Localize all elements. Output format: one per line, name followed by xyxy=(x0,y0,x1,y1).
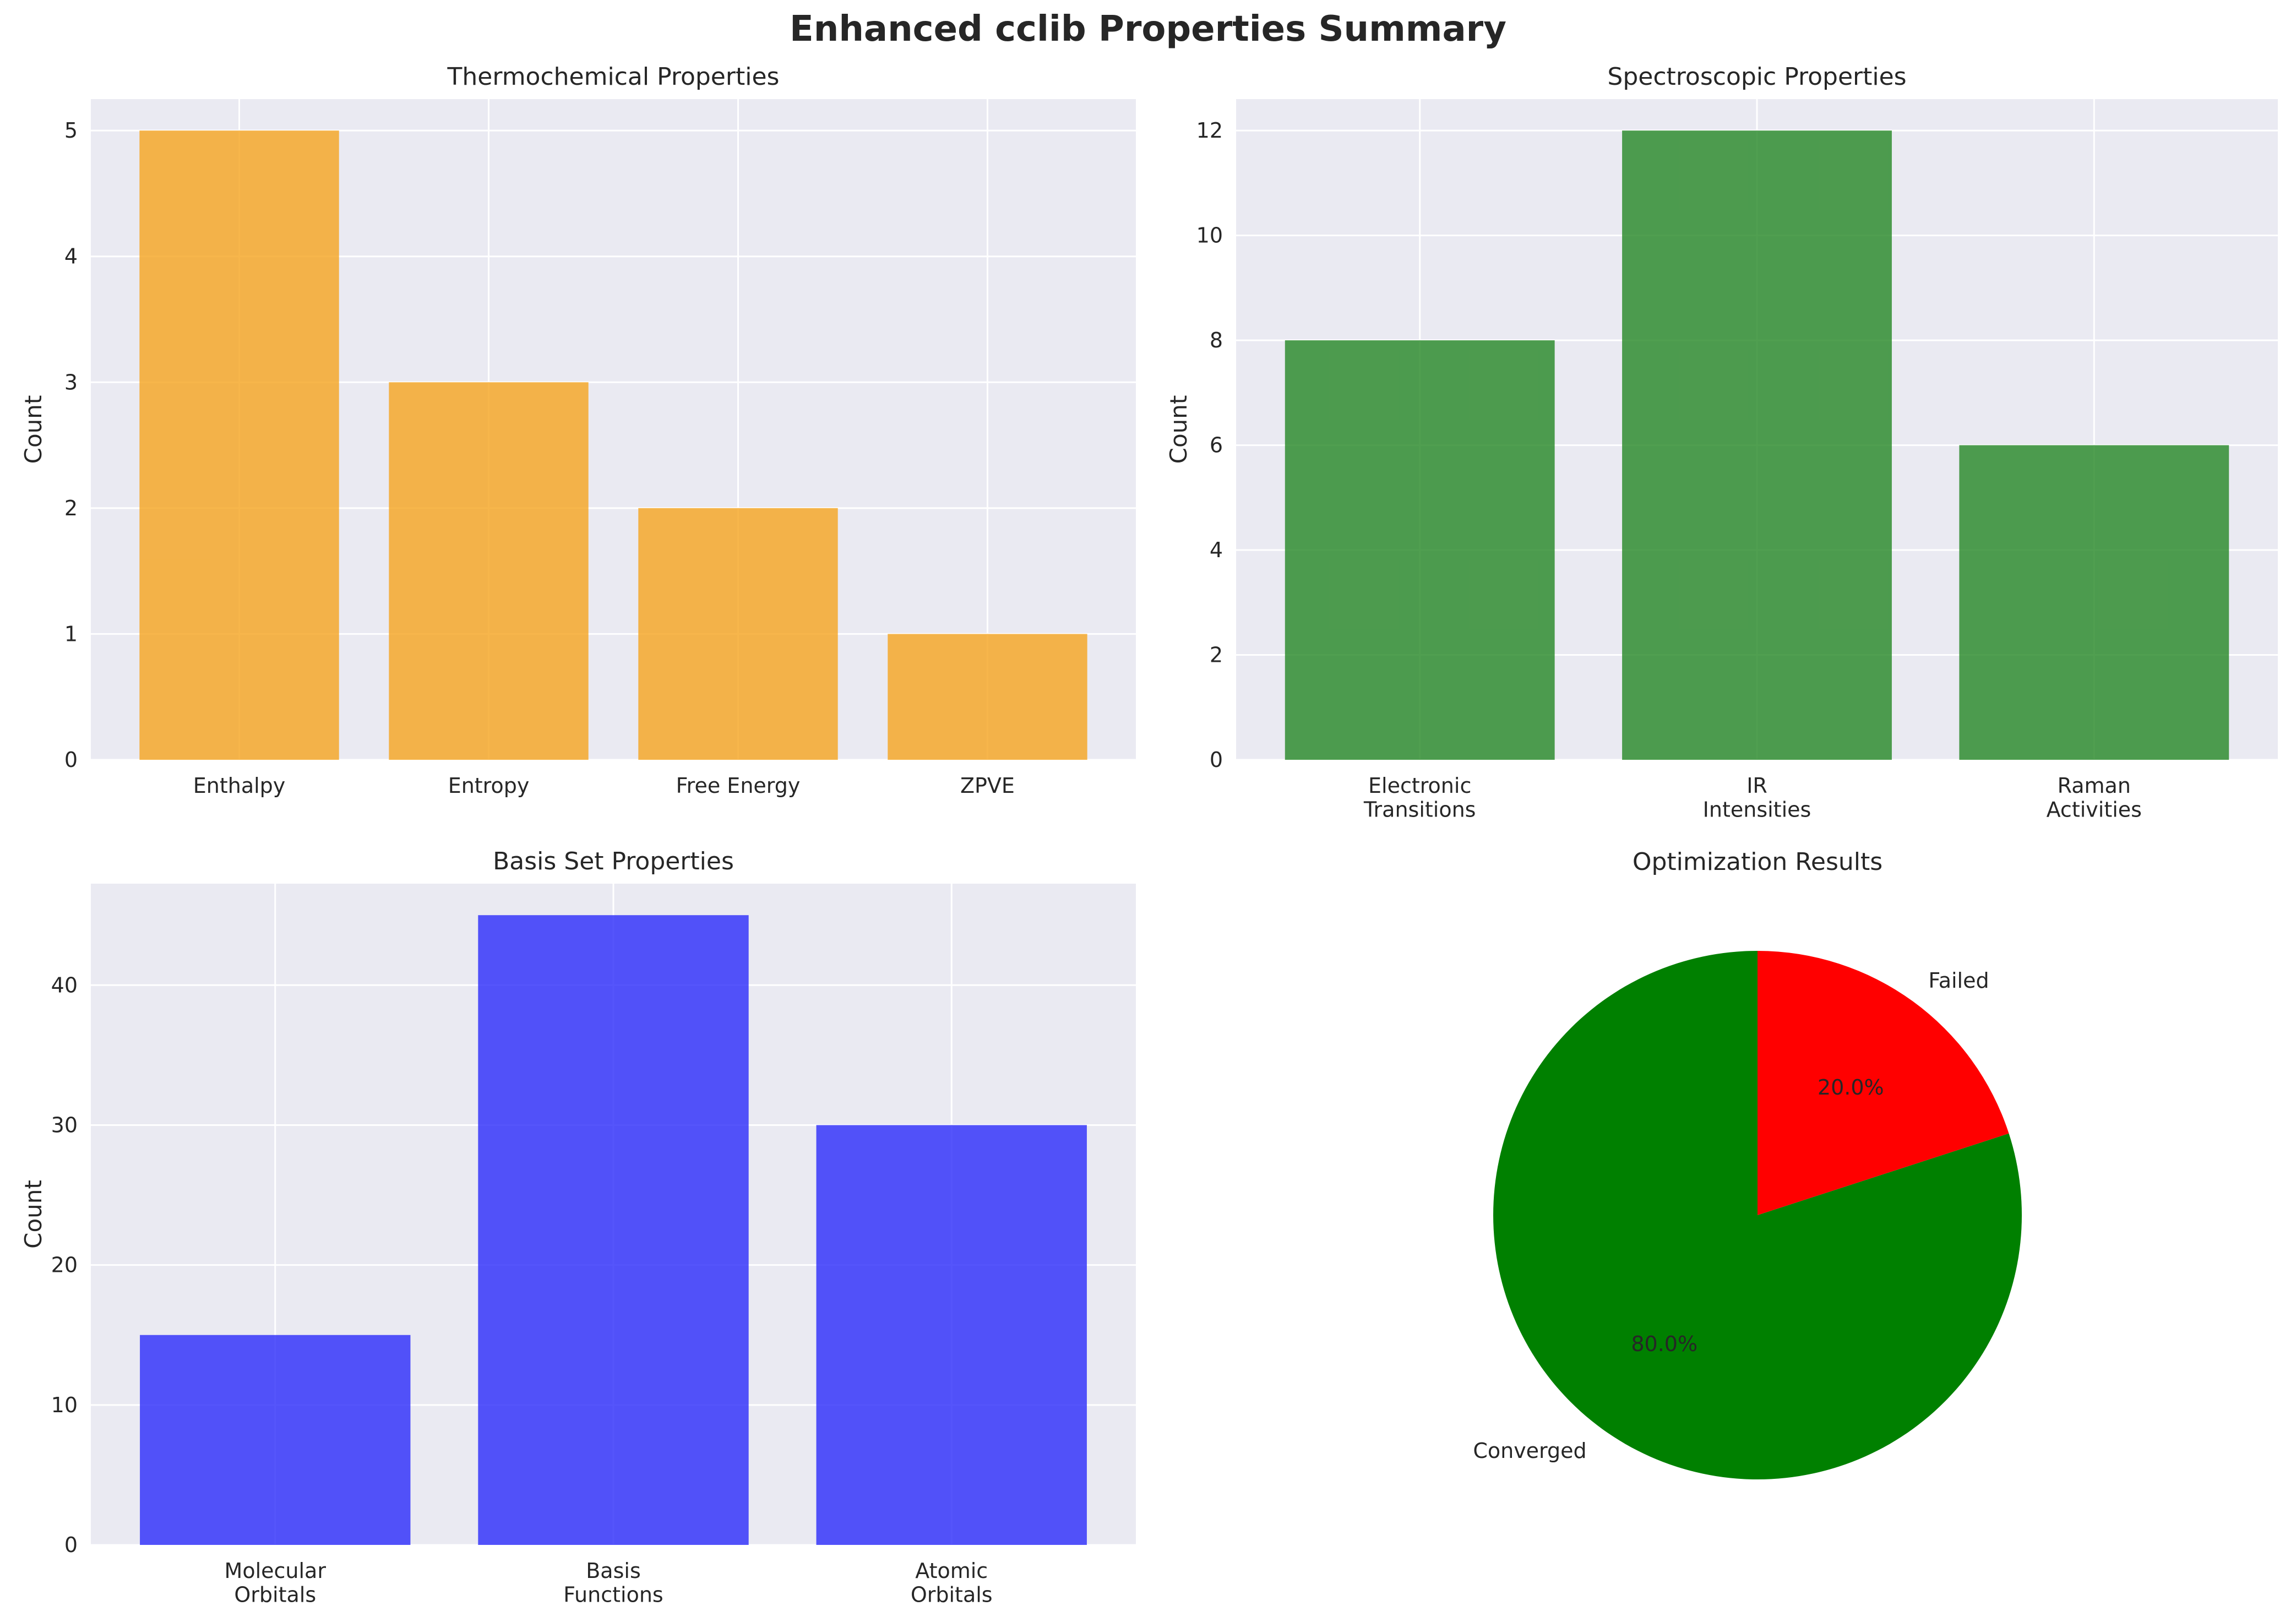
bar xyxy=(140,1335,411,1545)
bar xyxy=(1622,130,1892,760)
pie-label: Failed xyxy=(1928,968,1989,993)
chart-panel-3: 0 10 20 30 40 Molecular Orbitals Basis Functions… xyxy=(20,847,1136,1607)
chart-title: Thermochemical Properties xyxy=(447,63,780,91)
x-tick-label: Raman Activities xyxy=(2047,774,2142,822)
chart-panel-1: 0 1 2 3 4 5 Enthalpy Entropy Free Energy ZPVE Coun… xyxy=(20,63,1136,798)
x-tick-label: Entropy xyxy=(448,774,530,798)
bar xyxy=(816,1125,1087,1545)
x-tick-label: ZPVE xyxy=(960,774,1015,798)
y-tick-label: 40 xyxy=(51,973,78,997)
figure-title: Enhanced cclib Properties Summary xyxy=(790,9,1506,50)
y-tick-label: 0 xyxy=(64,748,78,772)
bar xyxy=(478,915,749,1545)
y-tick-label: 4 xyxy=(64,244,78,269)
y-tick-label: 2 xyxy=(1210,643,1223,667)
y-tick-label: 2 xyxy=(64,496,78,520)
pie-slice xyxy=(1758,951,2009,1215)
bar xyxy=(1285,340,1555,760)
x-tick-label: Molecular Orbitals xyxy=(225,1559,327,1607)
y-tick-label: 1 xyxy=(64,622,78,646)
bar xyxy=(888,634,1087,760)
x-tick-label: Atomic Orbitals xyxy=(911,1559,993,1607)
y-axis-label: Count xyxy=(20,1180,47,1249)
y-tick-label: 6 xyxy=(1210,433,1223,458)
bar xyxy=(139,130,339,760)
y-tick-label: 20 xyxy=(51,1253,78,1277)
x-tick-label: IR Intensities xyxy=(1703,774,1811,822)
y-tick-label: 10 xyxy=(1196,224,1223,248)
x-tick-label: Electronic Transitions xyxy=(1363,774,1476,822)
bar xyxy=(638,508,838,760)
x-tick-label: Enthalpy xyxy=(193,774,286,798)
chart-panel-2: 0 2 4 6 8 10 12 Electronic Transitions IR Intensit… xyxy=(1165,63,2278,822)
chart-title: Spectroscopic Properties xyxy=(1607,63,1906,91)
chart-title: Optimization Results xyxy=(1633,848,1882,876)
chart-panel-4: Converged 80.0% Failed 20.0% Optimization Re… xyxy=(1473,848,2022,1479)
y-tick-label: 10 xyxy=(51,1393,78,1417)
y-tick-label: 4 xyxy=(1210,538,1223,562)
pie-label: Converged xyxy=(1473,1439,1586,1463)
y-tick-label: 3 xyxy=(64,370,78,394)
pie-slice xyxy=(1493,951,2022,1479)
chart-title: Basis Set Properties xyxy=(493,847,734,875)
y-tick-label: 0 xyxy=(64,1533,78,1557)
pie-percent-label: 20.0% xyxy=(1818,1075,1884,1100)
y-tick-label: 12 xyxy=(1196,118,1223,143)
x-tick-label: Basis Functions xyxy=(563,1559,663,1607)
pie-percent-label: 80.0% xyxy=(1631,1332,1697,1356)
x-tick-label: Free Energy xyxy=(676,774,801,798)
bar xyxy=(1959,445,2229,760)
y-tick-label: 0 xyxy=(1210,748,1223,772)
y-tick-label: 8 xyxy=(1210,328,1223,352)
y-tick-label: 5 xyxy=(64,118,78,143)
y-tick-label: 30 xyxy=(51,1113,78,1137)
bar xyxy=(389,382,589,760)
y-axis-label: Count xyxy=(20,395,47,464)
y-axis-label: Count xyxy=(1165,395,1192,464)
